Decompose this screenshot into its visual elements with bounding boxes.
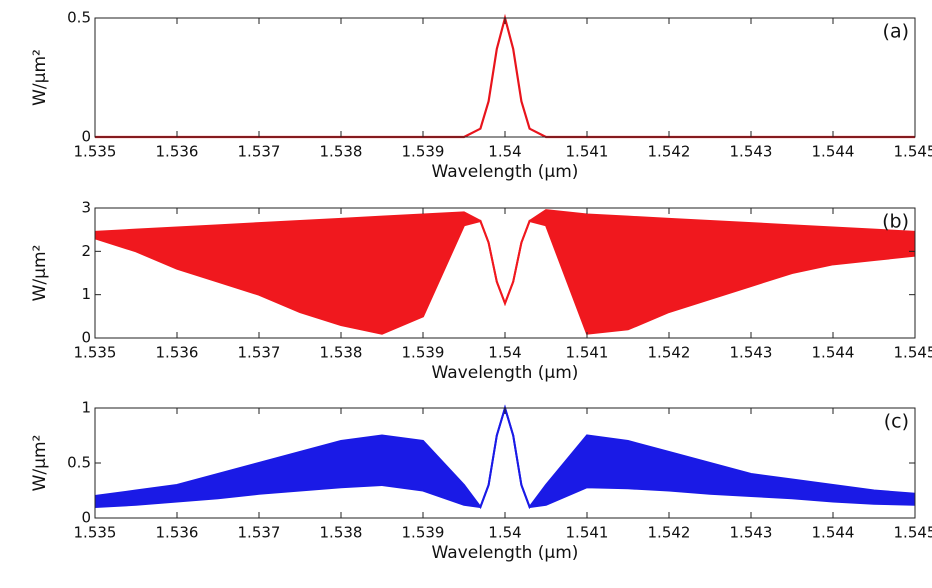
panel-annotation: (c) <box>884 411 909 433</box>
x-tick-label: 1.538 <box>320 524 363 542</box>
x-tick-label: 1.544 <box>812 524 855 542</box>
x-tick-label: 1.538 <box>320 143 363 161</box>
x-axis-label: Wavelength (μm) <box>432 162 579 182</box>
x-tick-label: 1.536 <box>156 524 199 542</box>
x-tick-label: 1.537 <box>238 143 281 161</box>
y-tick-label: 0 <box>81 329 91 347</box>
y-tick-label: 0.5 <box>67 454 91 472</box>
y-axis-label: W/μm² <box>30 435 50 492</box>
y-axis-label: W/μm² <box>30 245 50 302</box>
x-tick-label: 1.535 <box>74 344 117 362</box>
panel: 1.535 1.536 1.537 1.538 1.539 1.54 1.541 1.542 1… <box>30 199 932 384</box>
x-tick-label: 1.535 <box>74 524 117 542</box>
x-tick-label: 1.542 <box>648 344 691 362</box>
panel: 1.535 1.536 1.537 1.538 1.539 1.54 1.541 1.542 1… <box>30 9 932 183</box>
x-tick-label: 1.545 <box>894 344 932 362</box>
x-tick-label: 1.542 <box>648 143 691 161</box>
y-tick-label: 1 <box>81 399 91 417</box>
x-tick-label: 1.542 <box>648 524 691 542</box>
x-tick-label: 1.543 <box>730 524 773 542</box>
band-fill <box>95 408 915 507</box>
x-tick-label: 1.544 <box>812 143 855 161</box>
y-tick-label: 0.5 <box>67 9 91 27</box>
x-tick-label: 1.545 <box>894 143 932 161</box>
y-tick-label: 0 <box>81 128 91 146</box>
y-tick-label: 2 <box>81 242 91 260</box>
x-tick-label: 1.538 <box>320 344 363 362</box>
x-tick-label: 1.536 <box>156 143 199 161</box>
x-tick-label: 1.54 <box>488 344 521 362</box>
x-tick-label: 1.537 <box>238 524 281 542</box>
y-tick-label: 1 <box>81 285 91 303</box>
x-tick-label: 1.541 <box>566 524 609 542</box>
y-tick-label: 0 <box>81 509 91 527</box>
panel: 1.535 1.536 1.537 1.538 1.539 1.54 1.541 1.542 1… <box>30 399 932 564</box>
plot-area <box>95 408 915 518</box>
x-tick-label: 1.54 <box>488 524 521 542</box>
x-tick-label: 1.539 <box>402 143 445 161</box>
x-axis-label: Wavelength (μm) <box>432 363 579 383</box>
x-tick-label: 1.541 <box>566 344 609 362</box>
plot-area <box>95 18 915 137</box>
panel-annotation: (a) <box>883 21 909 43</box>
x-tick-label: 1.537 <box>238 344 281 362</box>
x-tick-label: 1.539 <box>402 524 445 542</box>
x-tick-label: 1.543 <box>730 344 773 362</box>
x-tick-label: 1.544 <box>812 344 855 362</box>
y-axis-label: W/μm² <box>30 49 50 106</box>
x-axis-label: Wavelength (μm) <box>432 543 579 563</box>
x-tick-label: 1.541 <box>566 143 609 161</box>
band-edge <box>94 219 916 335</box>
x-tick-label: 1.543 <box>730 143 773 161</box>
x-tick-label: 1.539 <box>402 344 445 362</box>
x-tick-label: 1.545 <box>894 524 932 542</box>
band-fill <box>95 210 915 334</box>
y-tick-label: 3 <box>81 199 91 217</box>
panel-annotation: (b) <box>882 211 909 233</box>
x-tick-label: 1.54 <box>488 143 521 161</box>
x-tick-label: 1.535 <box>74 143 117 161</box>
x-tick-label: 1.536 <box>156 344 199 362</box>
